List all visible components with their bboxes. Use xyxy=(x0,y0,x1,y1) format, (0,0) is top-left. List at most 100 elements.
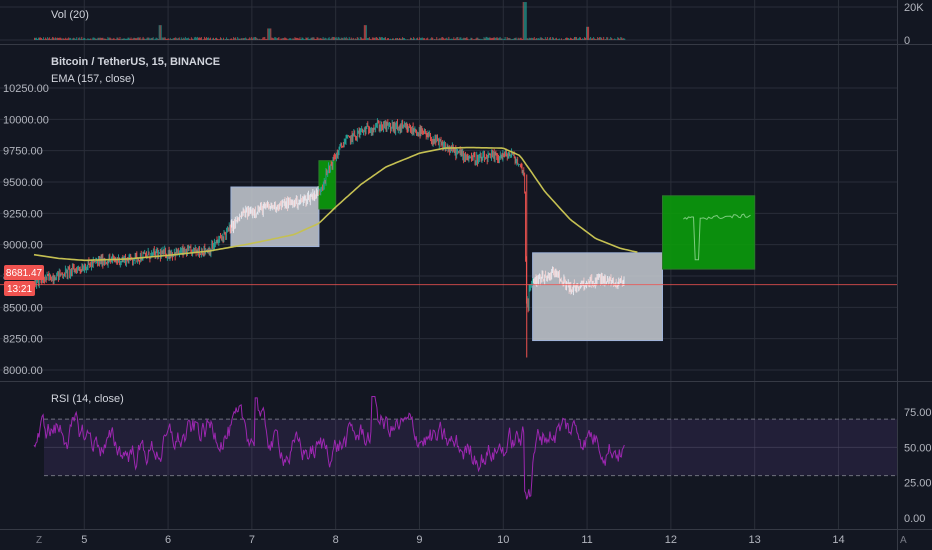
volume-bar xyxy=(444,39,446,40)
volume-bar xyxy=(62,38,64,40)
volume-bar xyxy=(38,37,40,40)
volume-bar xyxy=(353,39,355,40)
volume-bar xyxy=(232,39,234,40)
volume-bar xyxy=(466,37,468,40)
volume-bar xyxy=(255,36,257,40)
volume-bar xyxy=(79,37,81,40)
volume-bar xyxy=(199,37,201,40)
volume-bar xyxy=(293,38,295,40)
volume-bar xyxy=(469,39,471,40)
volume-bar xyxy=(236,39,238,40)
volume-bar xyxy=(371,37,373,40)
volume-bar xyxy=(211,38,213,40)
volume-bar xyxy=(150,37,152,40)
volume-bar xyxy=(596,39,598,40)
volume-bar xyxy=(286,38,288,40)
volume-bar xyxy=(405,39,407,40)
volume-bar xyxy=(442,36,444,40)
volume-bar xyxy=(430,38,432,40)
volume-bar xyxy=(359,37,361,40)
volume-bar xyxy=(397,38,399,40)
volume-bar xyxy=(292,38,294,40)
price-tick-label: 9000.00 xyxy=(3,240,43,252)
volume-bar xyxy=(243,38,245,40)
volume-bar xyxy=(318,38,320,40)
volume-bar xyxy=(540,37,542,40)
volume-bar xyxy=(344,38,346,40)
volume-bar xyxy=(435,39,437,40)
auto-scale-button[interactable]: A xyxy=(900,535,907,546)
volume-bar xyxy=(296,37,298,40)
volume-bar xyxy=(48,38,50,40)
volume-bar xyxy=(44,39,46,40)
volume-bar xyxy=(529,38,531,40)
volume-bar xyxy=(566,37,568,40)
volume-bar xyxy=(117,37,119,40)
gray-range-box xyxy=(532,252,663,342)
volume-bar xyxy=(226,37,228,40)
volume-bar xyxy=(483,37,485,40)
volume-bar xyxy=(153,39,155,40)
volume-bar xyxy=(445,38,447,40)
symbol-title[interactable]: Bitcoin / TetherUS, 15, BINANCE xyxy=(51,56,220,68)
volume-bar xyxy=(309,38,311,40)
volume-bar xyxy=(217,38,219,40)
volume-bar xyxy=(441,37,443,40)
volume-bar xyxy=(511,38,513,40)
volume-bar xyxy=(103,38,105,40)
volume-bar xyxy=(485,36,487,40)
volume-bar xyxy=(579,37,581,40)
volume-bar xyxy=(577,38,579,40)
volume-bar xyxy=(128,37,130,40)
volume-bar xyxy=(45,37,47,40)
volume-bar xyxy=(558,38,560,40)
ema-title[interactable]: EMA (157, close) xyxy=(51,73,135,85)
volume-bar xyxy=(262,37,264,40)
volume-bar xyxy=(503,38,505,40)
volume-bar xyxy=(91,39,93,40)
volume-bar xyxy=(365,25,367,40)
volume-bar xyxy=(501,38,503,40)
volume-bar xyxy=(71,39,73,40)
volume-bar xyxy=(121,38,123,40)
volume-bar xyxy=(149,38,151,40)
volume-bar xyxy=(333,36,335,40)
volume-bar xyxy=(456,37,458,40)
time-tick-label: 9 xyxy=(416,534,422,546)
volume-bar xyxy=(562,39,564,40)
volume-bar xyxy=(588,26,590,40)
rsi-title[interactable]: RSI (14, close) xyxy=(51,393,124,405)
volume-bar xyxy=(108,38,110,40)
volume-bar xyxy=(328,37,330,40)
volume-bar xyxy=(320,38,322,40)
volume-bar xyxy=(93,37,95,40)
volume-bar xyxy=(289,37,291,40)
green-target-box xyxy=(318,160,337,210)
volume-bar xyxy=(424,38,426,40)
volume-bar xyxy=(486,36,488,40)
volume-bar xyxy=(395,38,397,40)
volume-bar xyxy=(298,38,300,40)
ema-line xyxy=(33,146,638,262)
volume-bar xyxy=(110,38,112,40)
volume-bar xyxy=(323,38,325,40)
zoom-button[interactable]: Z xyxy=(36,535,42,546)
last-price-marker xyxy=(4,265,44,280)
volume-bar xyxy=(492,37,494,40)
volume-bar xyxy=(90,38,92,40)
volume-bar xyxy=(513,38,515,40)
volume-title[interactable]: Vol (20) xyxy=(51,9,89,21)
volume-bar xyxy=(130,37,132,40)
volume-bar xyxy=(414,38,416,40)
volume-bar xyxy=(374,37,376,40)
volume-bar xyxy=(387,38,389,40)
volume-bar xyxy=(233,37,235,40)
volume-bar xyxy=(415,39,417,40)
volume-bar xyxy=(259,38,261,40)
volume-bar xyxy=(383,37,385,40)
volume-bar xyxy=(524,2,526,41)
volume-bar xyxy=(175,37,177,40)
volume-bar xyxy=(464,37,466,40)
volume-bar xyxy=(385,39,387,40)
